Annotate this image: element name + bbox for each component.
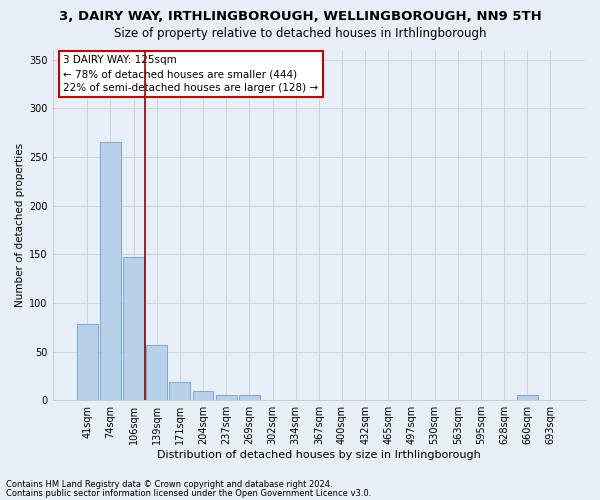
Bar <box>517 396 538 400</box>
Bar <box>77 324 98 400</box>
Text: Size of property relative to detached houses in Irthlingborough: Size of property relative to detached ho… <box>114 28 486 40</box>
Bar <box>146 345 167 400</box>
Text: 3 DAIRY WAY: 125sqm
← 78% of detached houses are smaller (444)
22% of semi-detac: 3 DAIRY WAY: 125sqm ← 78% of detached ho… <box>63 56 319 94</box>
X-axis label: Distribution of detached houses by size in Irthlingborough: Distribution of detached houses by size … <box>157 450 481 460</box>
Text: 3, DAIRY WAY, IRTHLINGBOROUGH, WELLINGBOROUGH, NN9 5TH: 3, DAIRY WAY, IRTHLINGBOROUGH, WELLINGBO… <box>59 10 541 23</box>
Bar <box>123 257 144 400</box>
Text: Contains public sector information licensed under the Open Government Licence v3: Contains public sector information licen… <box>6 489 371 498</box>
Bar <box>169 382 190 400</box>
Text: Contains HM Land Registry data © Crown copyright and database right 2024.: Contains HM Land Registry data © Crown c… <box>6 480 332 489</box>
Bar <box>100 142 121 400</box>
Bar <box>216 396 236 400</box>
Y-axis label: Number of detached properties: Number of detached properties <box>15 143 25 307</box>
Bar <box>239 396 260 400</box>
Bar <box>193 392 214 400</box>
